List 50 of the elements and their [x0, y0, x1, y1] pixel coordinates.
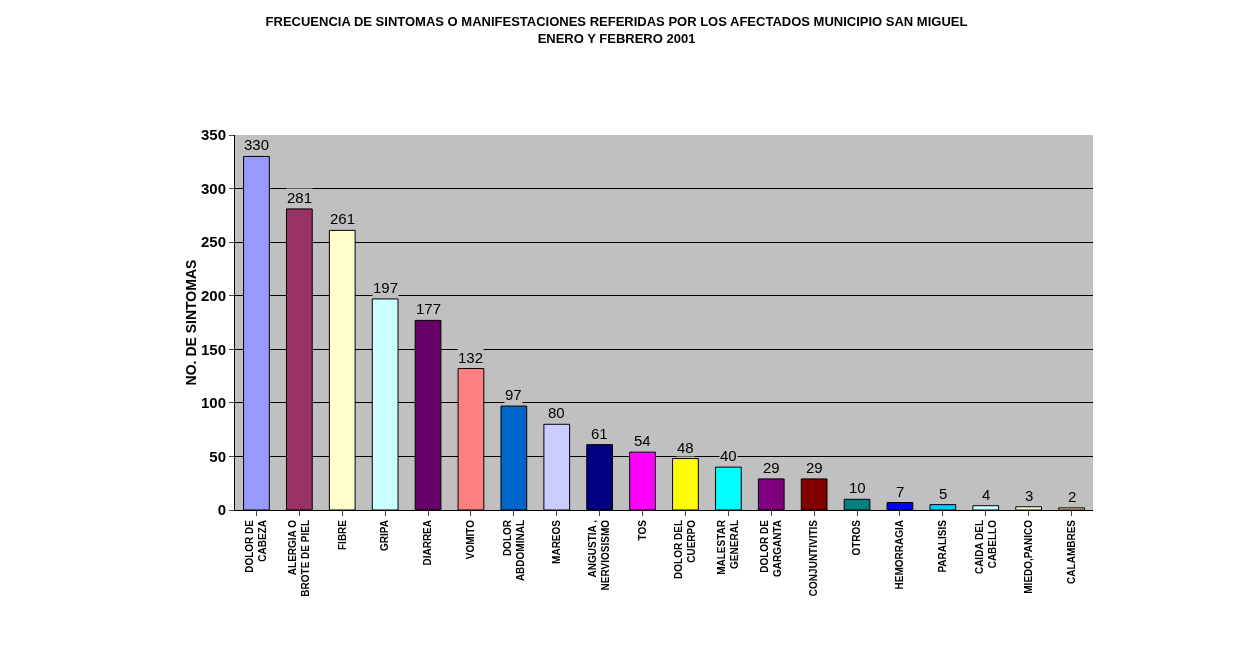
- x-tick-label: DOLOR DE CABEZA: [244, 519, 269, 573]
- y-tick-label: 0: [217, 501, 226, 519]
- data-label: 7: [896, 483, 905, 500]
- data-label: 261: [330, 210, 356, 227]
- data-label: 29: [763, 459, 780, 476]
- x-tick-label: DOLOR DEL CUERPO: [673, 519, 698, 579]
- y-tick-label: 50: [209, 447, 226, 465]
- y-tick-label: 100: [200, 394, 226, 412]
- chart-title: FRECUENCIA DE SINTOMAS O MANIFESTACIONES REFERIDAS POR LOS AFECTADOS MUNICIPIO SAN MIGUEL ENERO Y FEBRERO 2001: [265, 14, 968, 47]
- x-tick-label: HEMORRAGIA: [894, 520, 906, 590]
- x-tick-label: CALAMBRES: [1065, 519, 1077, 584]
- data-label: 3: [1025, 487, 1034, 504]
- data-label: 330: [244, 136, 270, 153]
- data-label: 29: [806, 459, 823, 476]
- x-tick-label: OTROS: [851, 519, 863, 556]
- x-tick-label: MALESTAR GENERAL: [716, 519, 741, 575]
- data-label: 132: [458, 349, 484, 366]
- data-label: 61: [591, 425, 608, 442]
- data-label: 48: [677, 439, 694, 456]
- x-tick-label: FIBRE: [336, 519, 348, 550]
- data-label: 40: [720, 447, 737, 464]
- x-tick-label: PARALISIS: [937, 519, 949, 573]
- x-tick-label: CONJUNTIVITIS: [808, 519, 820, 597]
- x-tick-label: DIARREA: [422, 520, 434, 566]
- x-tick-label: CAIDA DEL CABELLO: [973, 519, 998, 575]
- x-tick-label: ANGUSTIA , NERVIOSISMO: [587, 519, 612, 591]
- x-tick-label: TOS: [636, 519, 648, 541]
- x-tick-label: GRIPA: [379, 520, 391, 551]
- data-label: 281: [287, 189, 313, 206]
- data-label: 80: [548, 404, 565, 421]
- data-label: 177: [416, 300, 442, 317]
- data-label: 54: [634, 432, 651, 449]
- data-label: 197: [373, 279, 399, 296]
- x-tick-label: DOLOR ABDOMINAL: [501, 519, 526, 582]
- data-label: 10: [849, 479, 866, 496]
- y-axis-title: NO. DE SINTOMAS: [182, 259, 199, 386]
- y-tick-label: 150: [200, 340, 226, 358]
- x-tick-label: MAREOS: [551, 519, 562, 564]
- data-label: 97: [505, 386, 522, 403]
- x-tick-label: MIEDO,PANICO: [1022, 519, 1034, 594]
- y-tick-label: 300: [200, 179, 226, 197]
- x-tick-label: DOLOR DE GARGANTA: [759, 519, 783, 578]
- y-tick-label: 250: [200, 233, 226, 251]
- data-label: 4: [982, 486, 991, 503]
- y-tick-label: 200: [200, 286, 226, 304]
- x-tick-label: VOMITO: [465, 519, 477, 560]
- x-tick-label: ALERGIA O BROTE DE PIEL: [287, 519, 312, 597]
- data-label: 2: [1068, 488, 1077, 505]
- y-tick-label: 350: [200, 126, 226, 144]
- data-label: 5: [939, 485, 948, 502]
